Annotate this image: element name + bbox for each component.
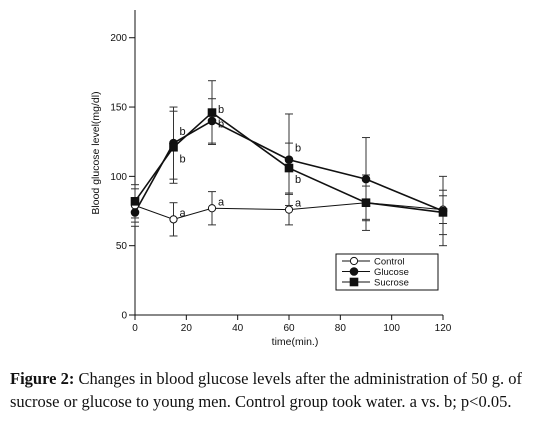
control-significance-label: a	[295, 198, 302, 210]
figure-caption-text: Changes in blood glucose levels after th…	[10, 369, 523, 411]
control-significance-label: a	[218, 196, 225, 208]
legend-control-marker	[349, 256, 359, 266]
sucrose-data-point	[284, 163, 294, 173]
chart-markers	[130, 108, 448, 224]
sucrose-series-line	[134, 111, 444, 214]
control-data-point	[169, 215, 178, 224]
glucose-significance-label: b	[218, 104, 224, 116]
sucrose-data-point	[207, 108, 217, 117]
y-tick-label: 150	[110, 103, 127, 114]
y-tick-label: 0	[121, 311, 127, 322]
figure-caption-label: Figure 2:	[10, 369, 75, 388]
sucrose-data-point	[130, 197, 140, 206]
x-tick-label: 0	[132, 323, 138, 334]
figure-caption: Figure 2: Changes in blood glucose level…	[10, 367, 538, 413]
x-axis-label: time(min.)	[272, 336, 319, 348]
sucrose-significance-label: b	[295, 174, 301, 186]
sucrose-significance-label: b	[218, 119, 224, 131]
glucose-data-point	[361, 174, 371, 184]
glucose-significance-label: b	[295, 143, 301, 155]
sucrose-data-point	[169, 142, 178, 152]
legend-sucrose-label: Sucrose	[374, 278, 409, 289]
x-tick-label: 40	[232, 323, 244, 334]
x-tick-label: 100	[383, 323, 400, 334]
chart-series-lines	[134, 111, 444, 220]
y-tick-label: 200	[110, 33, 127, 44]
control-significance-label: a	[180, 207, 187, 219]
y-tick-label: 100	[110, 172, 127, 183]
y-axis-label: Blood glucose level(mg/dl)	[90, 91, 102, 214]
sucrose-significance-label: b	[180, 153, 186, 165]
legend-control-label: Control	[374, 257, 405, 268]
glucose-significance-label: b	[180, 126, 186, 138]
y-tick-label: 50	[116, 241, 128, 252]
glucose-data-point	[284, 155, 294, 165]
glucose-data-point	[207, 116, 217, 126]
legend-sucrose-marker	[349, 277, 359, 287]
x-tick-label: 20	[181, 323, 193, 334]
legend-glucose-label: Glucose	[374, 267, 409, 278]
legend-glucose-marker	[349, 267, 359, 276]
x-tick-label: 120	[435, 323, 452, 334]
control-data-point	[284, 205, 294, 214]
chart-axes: 0 50 100 150 200 0 20 40 60 80 100 120	[110, 10, 452, 334]
sucrose-data-point	[361, 198, 371, 208]
glucose-data-point	[130, 208, 140, 217]
sucrose-data-point	[438, 208, 448, 217]
control-data-point	[207, 204, 217, 213]
x-tick-label: 60	[283, 323, 295, 334]
x-tick-label: 80	[335, 323, 347, 334]
